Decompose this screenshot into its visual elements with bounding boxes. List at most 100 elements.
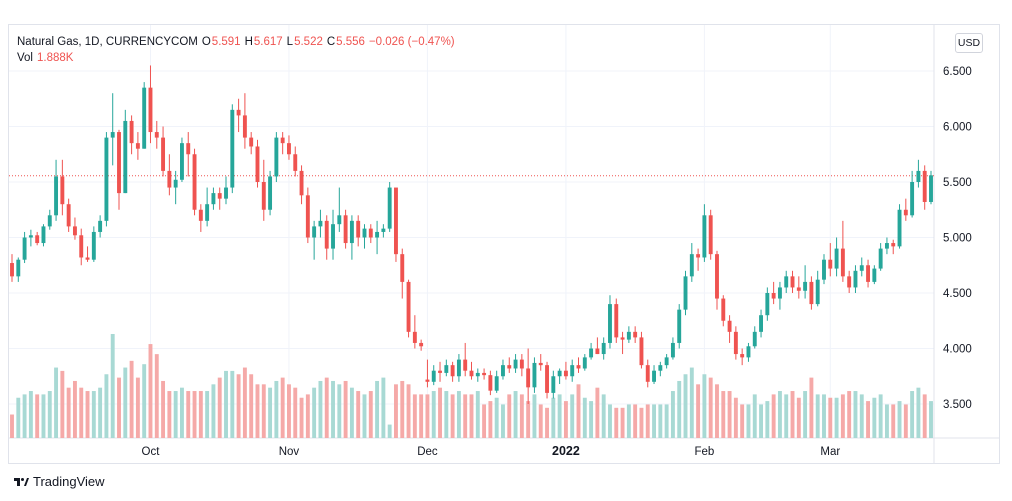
volume-bar	[840, 394, 845, 438]
volume-bar	[412, 394, 417, 438]
volume-bar	[400, 380, 405, 438]
volume-bar	[91, 391, 96, 438]
volume-bar	[639, 407, 644, 438]
candle-body	[60, 176, 65, 205]
volume-bar	[614, 407, 619, 438]
volume-bar	[777, 391, 782, 438]
volume-bar	[230, 370, 235, 438]
candle-body	[507, 365, 512, 369]
candle-body	[412, 331, 417, 343]
volume-bar	[117, 377, 121, 438]
candle-body	[91, 231, 96, 260]
candle-body	[840, 248, 845, 277]
volume-bar	[180, 387, 184, 438]
candle-body	[513, 359, 518, 369]
candle-body	[589, 348, 594, 358]
currency-button[interactable]: USD	[955, 33, 983, 53]
candle-body	[501, 365, 505, 377]
candle-body	[72, 226, 77, 236]
candle-body	[903, 209, 908, 216]
volume-bar	[431, 391, 436, 438]
volume-bar	[72, 380, 77, 438]
volume-row: Vol 1.888K	[17, 50, 455, 66]
candle-body	[85, 257, 90, 260]
volume-bar	[677, 380, 682, 438]
candle-body	[66, 204, 71, 227]
candle-body	[683, 276, 688, 310]
candle-body	[444, 365, 449, 373]
candle-body	[22, 237, 27, 260]
candle-body	[796, 287, 801, 291]
high-value: 5.617	[253, 36, 283, 48]
candle-body	[708, 215, 713, 255]
volume-bar	[469, 394, 474, 438]
candle-body	[349, 220, 354, 244]
volume-bar	[475, 391, 480, 438]
price-axis: 3.500 4.000 4.500 5.000 5.500 6.000 6.500	[943, 66, 972, 411]
candle-body	[526, 368, 531, 388]
candle-body	[463, 359, 468, 371]
price-tick-label: 6.000	[943, 122, 972, 134]
candle-body	[104, 137, 109, 221]
volume-bar	[595, 387, 600, 438]
volume-bar	[387, 424, 392, 438]
candle-body	[425, 379, 430, 382]
candle-body	[35, 235, 40, 244]
candle-body	[406, 281, 411, 332]
volume-bar	[161, 380, 166, 438]
volume-bar	[356, 391, 361, 438]
volume-bar	[312, 387, 317, 438]
candle-body	[519, 359, 524, 369]
volume-bar	[438, 387, 442, 438]
tradingview-branding[interactable]: TradingView	[14, 474, 105, 489]
candle-body	[576, 365, 581, 369]
volume-bar	[658, 404, 663, 438]
candle-body	[777, 287, 782, 299]
volume-bar	[419, 394, 424, 438]
volume-bar	[205, 391, 210, 438]
candle-body	[626, 331, 631, 340]
volume-bar	[66, 387, 71, 438]
volume-bar	[809, 377, 814, 438]
candle-body	[161, 137, 166, 171]
volume-bar	[104, 374, 109, 438]
volume-bar	[545, 407, 549, 438]
volume-bar	[368, 391, 373, 438]
volume-bar	[142, 364, 147, 438]
chart-frame	[8, 24, 1000, 464]
volume-bar	[866, 401, 871, 438]
volume-bar	[318, 380, 323, 438]
candle-body	[28, 235, 33, 238]
volume-bar	[173, 391, 178, 438]
candle-body	[394, 187, 398, 255]
close-value: 5.556	[336, 36, 365, 48]
volume-bar	[110, 334, 115, 438]
volume-bar	[645, 404, 650, 438]
volume-bar	[689, 367, 694, 438]
volume-bar	[482, 404, 487, 438]
volume-bar	[494, 397, 499, 438]
volume-bar	[519, 394, 524, 438]
symbol-title[interactable]: Natural Gas, 1D, CURRENCYCOM	[17, 36, 198, 48]
volume-bar	[721, 391, 726, 438]
volume-bar	[670, 391, 675, 438]
change-value: −0.026 (−0.47%)	[368, 36, 455, 48]
volume-bar	[123, 367, 128, 438]
candle-body	[815, 279, 820, 305]
volume-bar	[696, 384, 701, 438]
volume-bar	[803, 391, 808, 438]
candle-body	[205, 204, 210, 221]
volume-bar	[255, 384, 260, 438]
candle-body	[381, 228, 386, 232]
candle-body	[123, 120, 128, 194]
candle-body	[866, 265, 871, 282]
candle-body	[287, 143, 291, 155]
price-tick-label: 5.000	[943, 233, 972, 245]
candle-body	[633, 331, 638, 338]
candle-body	[117, 132, 121, 194]
candle-body	[727, 320, 732, 332]
volume-bar	[822, 394, 826, 438]
time-tick-label: Oct	[142, 446, 161, 458]
candle-body	[608, 304, 612, 343]
